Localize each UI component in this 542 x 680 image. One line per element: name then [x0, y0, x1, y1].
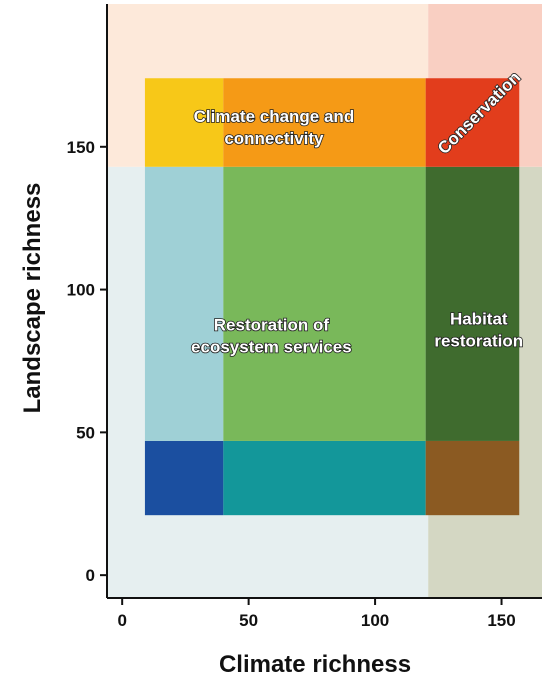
region-label-line: ecosystem services	[191, 337, 352, 356]
region-label-line: Climate change and	[194, 107, 355, 126]
region-label-line: restoration	[434, 332, 523, 351]
heatmap-cells	[144, 78, 520, 516]
heatmap-cell-0	[144, 440, 224, 516]
x-axis-title: Climate richness	[219, 651, 411, 678]
region-label-line: Restoration of	[214, 315, 330, 334]
heatmap-cell-3	[144, 166, 224, 441]
heatmap-cell-5	[425, 166, 520, 441]
y-tick-label-50: 50	[76, 423, 95, 442]
y-tick-label-100: 100	[67, 281, 95, 300]
y-axis-title: Landscape richness	[19, 183, 46, 414]
y-tick-label-150: 150	[67, 138, 95, 157]
x-tick-label-50: 50	[239, 611, 258, 630]
y-tick-label-0: 0	[86, 566, 95, 585]
region-label-1: Restoration of ecosystem services	[190, 314, 352, 357]
axes	[106, 4, 542, 599]
region-label-0: Climate change and connectivity	[193, 106, 355, 149]
heatmap-cell-6	[144, 78, 224, 167]
x-tick-label-0: 0	[117, 611, 126, 630]
x-tick-label-100: 100	[361, 611, 389, 630]
heatmap-cell-1	[223, 440, 426, 516]
region-label-line: Habitat	[450, 310, 508, 329]
region-label-line: connectivity	[224, 129, 324, 148]
heatmap-cell-2	[425, 440, 520, 516]
region-label-2: Habitat restoration	[434, 309, 524, 352]
ticks: 0 50 100 150 0 50 100 150	[67, 138, 516, 630]
heatmap-cell-7	[223, 78, 426, 167]
x-tick-label-150: 150	[487, 611, 515, 630]
heatmap-cell-4	[223, 166, 426, 441]
heatmap-cell-8	[425, 78, 520, 167]
